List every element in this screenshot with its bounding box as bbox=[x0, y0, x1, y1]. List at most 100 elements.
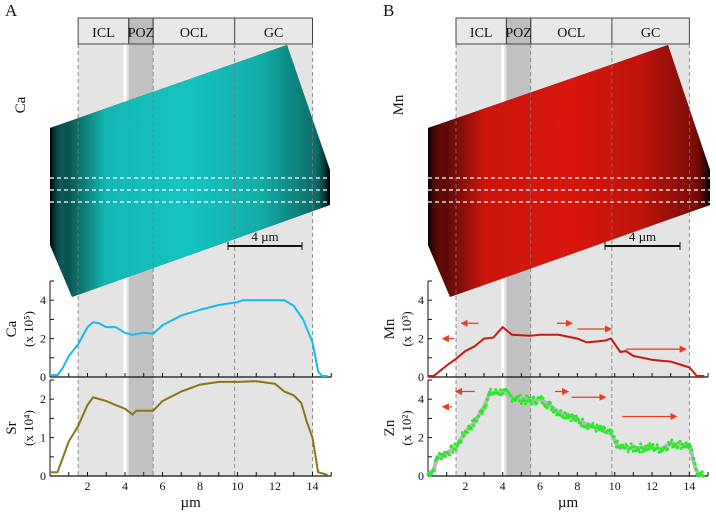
x-tick-label: 8 bbox=[197, 479, 203, 493]
data-point bbox=[683, 445, 687, 449]
data-line-sr bbox=[50, 380, 328, 476]
x-tick-label: 6 bbox=[160, 479, 166, 493]
data-point bbox=[581, 417, 585, 421]
data-point bbox=[626, 450, 630, 454]
data-point bbox=[650, 446, 654, 450]
data-point bbox=[429, 472, 433, 476]
data-point bbox=[470, 427, 474, 431]
data-point bbox=[462, 434, 466, 438]
data-point bbox=[532, 395, 536, 399]
data-point bbox=[573, 418, 577, 422]
data-point bbox=[501, 392, 505, 396]
data-point bbox=[459, 440, 463, 444]
x-axis-label: µm bbox=[180, 495, 201, 511]
data-point bbox=[594, 429, 598, 433]
x-tick-label: 4 bbox=[500, 479, 506, 493]
data-line-mn bbox=[428, 325, 705, 377]
data-point bbox=[646, 443, 650, 447]
y-tick-label: 4 bbox=[418, 293, 424, 307]
zone-label-icl: ICL bbox=[470, 26, 493, 41]
data-point bbox=[595, 423, 599, 427]
plot-ca: 0 2 4 Ca (x 10⁵) bbox=[4, 280, 332, 384]
data-point bbox=[699, 473, 703, 477]
data-point bbox=[669, 441, 673, 445]
zone-label-gc: GC bbox=[641, 26, 660, 41]
data-point bbox=[460, 431, 464, 435]
data-point bbox=[494, 388, 498, 392]
zone-label-poz: POZ bbox=[128, 26, 154, 41]
map-image-ca bbox=[50, 45, 330, 297]
data-point bbox=[541, 396, 545, 400]
data-point bbox=[480, 411, 484, 415]
data-point bbox=[678, 439, 682, 443]
y-axis-units: (x 10³) bbox=[399, 311, 414, 346]
data-point bbox=[516, 395, 520, 399]
data-point bbox=[599, 427, 603, 431]
data-point bbox=[674, 443, 678, 447]
data-point bbox=[680, 442, 684, 446]
y-axis-units: (x 10⁴) bbox=[21, 410, 36, 446]
data-point bbox=[637, 447, 641, 451]
panel-letter: A bbox=[5, 1, 18, 20]
data-point bbox=[623, 446, 627, 450]
data-point bbox=[563, 411, 567, 415]
data-point bbox=[554, 408, 558, 412]
data-point bbox=[694, 467, 698, 471]
x-tick-label: 4 bbox=[122, 479, 128, 493]
data-point bbox=[455, 444, 459, 448]
data-point bbox=[483, 406, 487, 410]
data-point bbox=[689, 444, 693, 448]
data-point bbox=[576, 418, 580, 422]
data-point bbox=[647, 447, 651, 451]
data-point bbox=[510, 399, 514, 403]
data-point bbox=[603, 426, 607, 430]
data-point bbox=[697, 474, 701, 478]
y-tick-label: 0 bbox=[40, 370, 46, 384]
data-point bbox=[454, 448, 458, 452]
data-point bbox=[615, 439, 619, 443]
y-tick-label: 0 bbox=[40, 469, 46, 483]
zone-header bbox=[455, 17, 690, 45]
x-tick-label: 2 bbox=[85, 479, 91, 493]
data-point bbox=[472, 424, 476, 428]
zone-label-gc: GC bbox=[264, 26, 283, 41]
y-tick-label: 0 bbox=[418, 370, 424, 384]
data-point bbox=[448, 453, 452, 457]
data-point bbox=[679, 446, 683, 450]
data-point bbox=[451, 450, 455, 454]
data-point bbox=[559, 409, 563, 413]
data-point bbox=[489, 387, 493, 391]
data-point bbox=[427, 471, 431, 475]
data-point bbox=[648, 442, 652, 446]
data-point bbox=[519, 401, 523, 405]
scale-bar-label: 4 µm bbox=[629, 229, 656, 244]
y-axis-label: Mn bbox=[382, 318, 398, 339]
data-point bbox=[465, 431, 469, 435]
data-point bbox=[655, 443, 659, 447]
plot-mn: 0 2 4 Mn (x 10³) bbox=[382, 280, 709, 384]
x-tick-label: 8 bbox=[574, 479, 580, 493]
data-point bbox=[568, 415, 572, 419]
data-point bbox=[558, 413, 562, 417]
data-point bbox=[629, 442, 633, 446]
data-point bbox=[518, 393, 522, 397]
data-point bbox=[522, 398, 526, 402]
zone-label-icl: ICL bbox=[92, 26, 115, 41]
data-point bbox=[612, 435, 616, 439]
data-point bbox=[514, 397, 518, 401]
y-tick-label: 4 bbox=[418, 392, 424, 406]
data-point bbox=[600, 429, 604, 433]
image-label: Ca bbox=[13, 96, 29, 113]
data-point bbox=[578, 421, 582, 425]
data-point bbox=[693, 462, 697, 466]
data-point bbox=[639, 442, 643, 446]
data-point bbox=[585, 424, 589, 428]
data-point bbox=[625, 444, 629, 448]
data-point bbox=[676, 445, 680, 449]
data-point bbox=[523, 402, 527, 406]
data-point bbox=[517, 399, 521, 403]
data-point bbox=[638, 450, 642, 454]
